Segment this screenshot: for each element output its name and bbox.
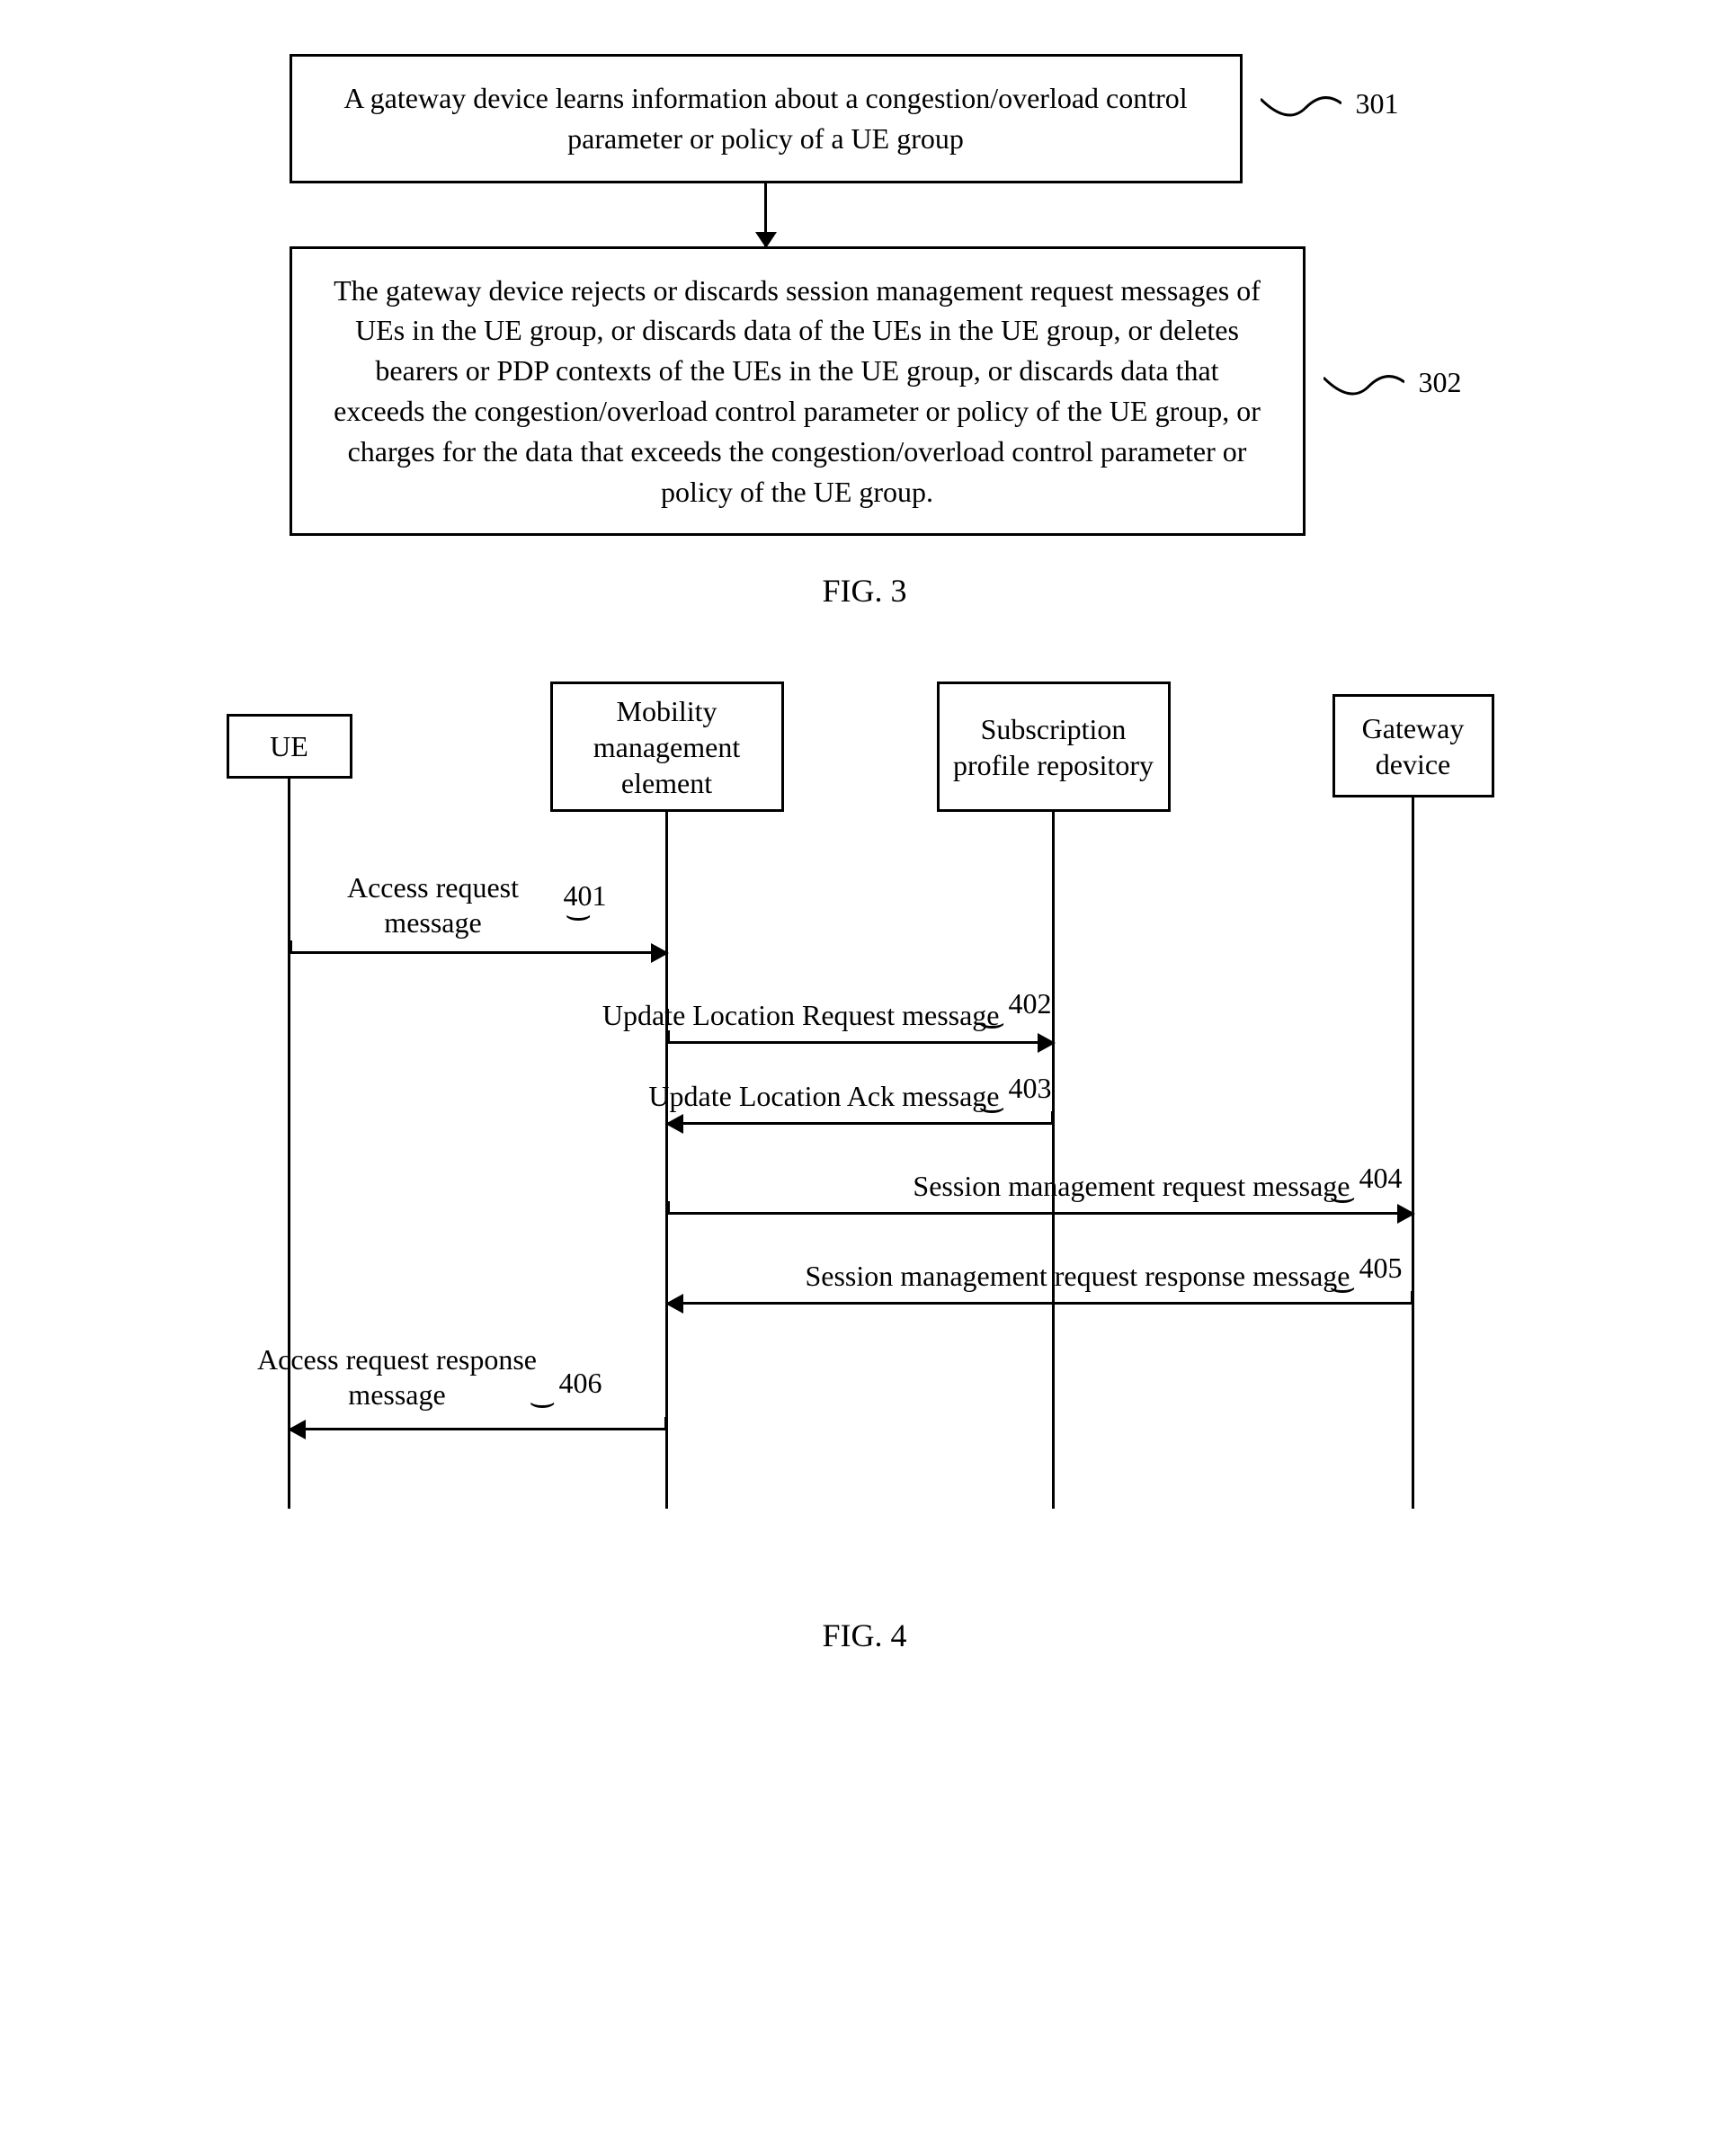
msg-406-num: 406 ⌣ — [559, 1367, 602, 1400]
msg-403-label: Update Location Ack message — [496, 1079, 1000, 1113]
fig4-caption: FIG. 4 — [108, 1617, 1621, 1654]
lifeline-mme — [665, 812, 668, 1509]
msg-401-label: Access request message — [307, 870, 559, 940]
squiggle-icon: ⌣ — [528, 1386, 556, 1421]
actor-mme-label: Mobility management element — [566, 693, 769, 801]
msg-401-num: 401 ⌣ — [564, 879, 607, 913]
actor-gateway: Gateway device — [1332, 694, 1494, 797]
squiggle-icon: ⌣ — [977, 1091, 1005, 1126]
msg-405: Session management request response mess… — [667, 1302, 1413, 1305]
flowchart-arrow-down — [290, 183, 1243, 246]
msg-405-label: Session management request response mess… — [420, 1259, 1350, 1293]
actor-spr-label: Subscription profile repository — [952, 711, 1155, 783]
msg-402: Update Location Request message 402 ⌣ — [667, 1041, 1054, 1044]
squiggle-icon: ⌣ — [977, 1007, 1005, 1041]
squiggle-icon: ⌣ — [564, 899, 592, 933]
box-301-text: A gateway device learns information abou… — [343, 82, 1187, 155]
fig4-sequence-diagram: UE Mobility management element Subscript… — [191, 682, 1539, 1599]
lifeline-spr — [1052, 812, 1055, 1509]
lifeline-gw — [1412, 797, 1414, 1509]
squiggle-icon: ⌣ — [1328, 1271, 1356, 1305]
msg-406: Access request response message 406 ⌣ — [290, 1428, 667, 1430]
flowchart-box-301: A gateway device learns information abou… — [290, 54, 1243, 183]
actor-gw-label: Gateway device — [1348, 710, 1479, 782]
connector-curve-icon — [1323, 360, 1404, 405]
actor-spr: Subscription profile repository — [937, 682, 1171, 812]
actor-ue-label: UE — [270, 728, 308, 764]
step-label-302: 302 — [1323, 360, 1462, 405]
msg-403: Update Location Ack message 403 ⌣ — [667, 1122, 1054, 1125]
actor-mme: Mobility management element — [550, 682, 784, 812]
box-302-text: The gateway device rejects or discards s… — [334, 274, 1261, 508]
msg-404-num: 404 ⌣ — [1359, 1162, 1403, 1195]
label-302-text: 302 — [1419, 366, 1462, 399]
msg-402-label: Update Location Request message — [433, 998, 1000, 1032]
msg-404: Session management request message 404 ⌣ — [667, 1212, 1413, 1215]
squiggle-icon: ⌣ — [1328, 1181, 1356, 1216]
fig3-flowchart: A gateway device learns information abou… — [236, 54, 1494, 610]
actor-ue: UE — [227, 714, 352, 779]
msg-406-label: Access request response message — [240, 1342, 555, 1412]
msg-405-num: 405 ⌣ — [1359, 1252, 1403, 1285]
label-301-text: 301 — [1356, 87, 1399, 120]
msg-402-num: 402 ⌣ — [1009, 987, 1052, 1020]
msg-404-label: Session management request message — [550, 1169, 1350, 1203]
fig3-caption: FIG. 3 — [236, 572, 1494, 610]
msg-403-num: 403 ⌣ — [1009, 1072, 1052, 1105]
flowchart-box-302: The gateway device rejects or discards s… — [290, 246, 1306, 537]
msg-401: Access request message 401 ⌣ — [290, 951, 667, 954]
step-label-301: 301 — [1261, 81, 1399, 126]
connector-curve-icon — [1261, 81, 1341, 126]
